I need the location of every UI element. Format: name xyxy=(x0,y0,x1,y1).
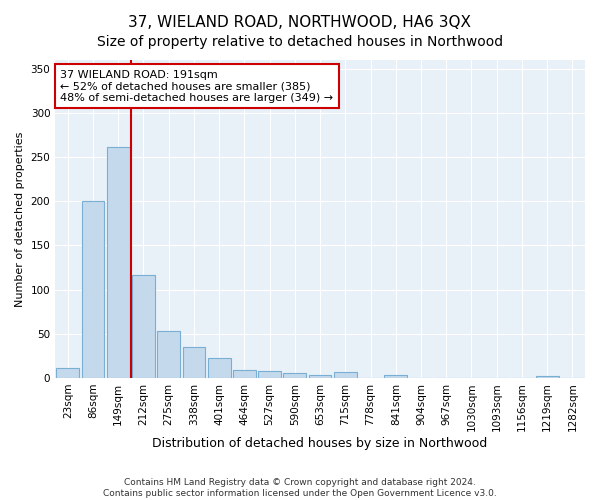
Bar xyxy=(283,374,306,378)
Text: Contains HM Land Registry data © Crown copyright and database right 2024.
Contai: Contains HM Land Registry data © Crown c… xyxy=(103,478,497,498)
Bar xyxy=(82,202,104,378)
Bar xyxy=(132,276,155,378)
Text: 37, WIELAND ROAD, NORTHWOOD, HA6 3QX: 37, WIELAND ROAD, NORTHWOOD, HA6 3QX xyxy=(128,15,472,30)
Bar xyxy=(258,371,281,378)
Bar xyxy=(309,375,331,378)
Text: 37 WIELAND ROAD: 191sqm
← 52% of detached houses are smaller (385)
48% of semi-d: 37 WIELAND ROAD: 191sqm ← 52% of detache… xyxy=(61,70,334,102)
Bar xyxy=(385,375,407,378)
Text: Size of property relative to detached houses in Northwood: Size of property relative to detached ho… xyxy=(97,35,503,49)
Bar xyxy=(56,368,79,378)
Bar xyxy=(233,370,256,378)
Bar xyxy=(208,358,230,378)
Bar xyxy=(536,376,559,378)
Bar xyxy=(107,148,130,378)
Y-axis label: Number of detached properties: Number of detached properties xyxy=(15,131,25,306)
Bar xyxy=(334,372,356,378)
Bar xyxy=(182,347,205,378)
Bar xyxy=(157,331,180,378)
X-axis label: Distribution of detached houses by size in Northwood: Distribution of detached houses by size … xyxy=(152,437,488,450)
